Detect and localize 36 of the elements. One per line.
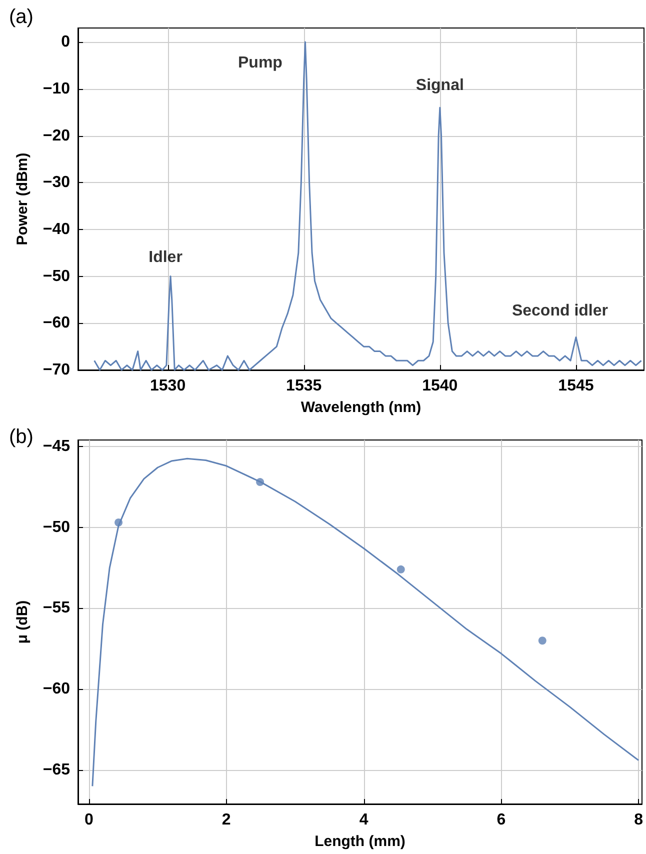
x-tick-label: 1540 [422, 378, 458, 394]
y-tick-label: −55 [42, 600, 70, 617]
x-tick-label: 6 [496, 812, 506, 828]
y-tick-label: −20 [42, 127, 70, 144]
annotation: Pump [238, 54, 283, 72]
y-tick-label: −30 [42, 174, 70, 192]
y-tick-label: −65 [42, 762, 70, 779]
annotation: Idler [148, 248, 182, 266]
line-series [92, 458, 640, 787]
y-tick-label: −70 [42, 362, 70, 378]
y-tick-label: 0 [61, 34, 70, 51]
y-tick-label: −50 [42, 268, 70, 285]
y-tick-label: −50 [42, 518, 70, 536]
chart-title: (b) [9, 426, 34, 448]
x-tick-label: 2 [222, 812, 231, 828]
chart-title: (a) [9, 6, 34, 28]
y-axis-title: Power (dBm) [14, 152, 31, 246]
x-axis-title: Wavelength (nm) [300, 399, 422, 416]
x-tick-label: 1535 [286, 378, 322, 394]
y-tick-label: −40 [42, 220, 70, 238]
y-axis-title: μ (dB) [14, 600, 31, 644]
annotation: Second idler [512, 302, 608, 320]
x-axis-title: Length (mm) [314, 833, 406, 850]
y-tick-label: −60 [42, 314, 70, 332]
y-tick-label: −60 [42, 680, 70, 698]
y-tick-label: −10 [42, 80, 70, 98]
x-tick-label: 0 [84, 812, 94, 828]
point [396, 565, 405, 574]
x-tick-label: 1545 [558, 378, 594, 394]
x-tick-label: 8 [634, 812, 644, 828]
x-tick-label: 4 [359, 812, 368, 828]
line-series [94, 41, 642, 371]
point [538, 636, 546, 645]
y-tick-label: −45 [42, 438, 70, 455]
x-tick-label: 1530 [150, 378, 186, 394]
annotation: Signal [416, 77, 464, 94]
